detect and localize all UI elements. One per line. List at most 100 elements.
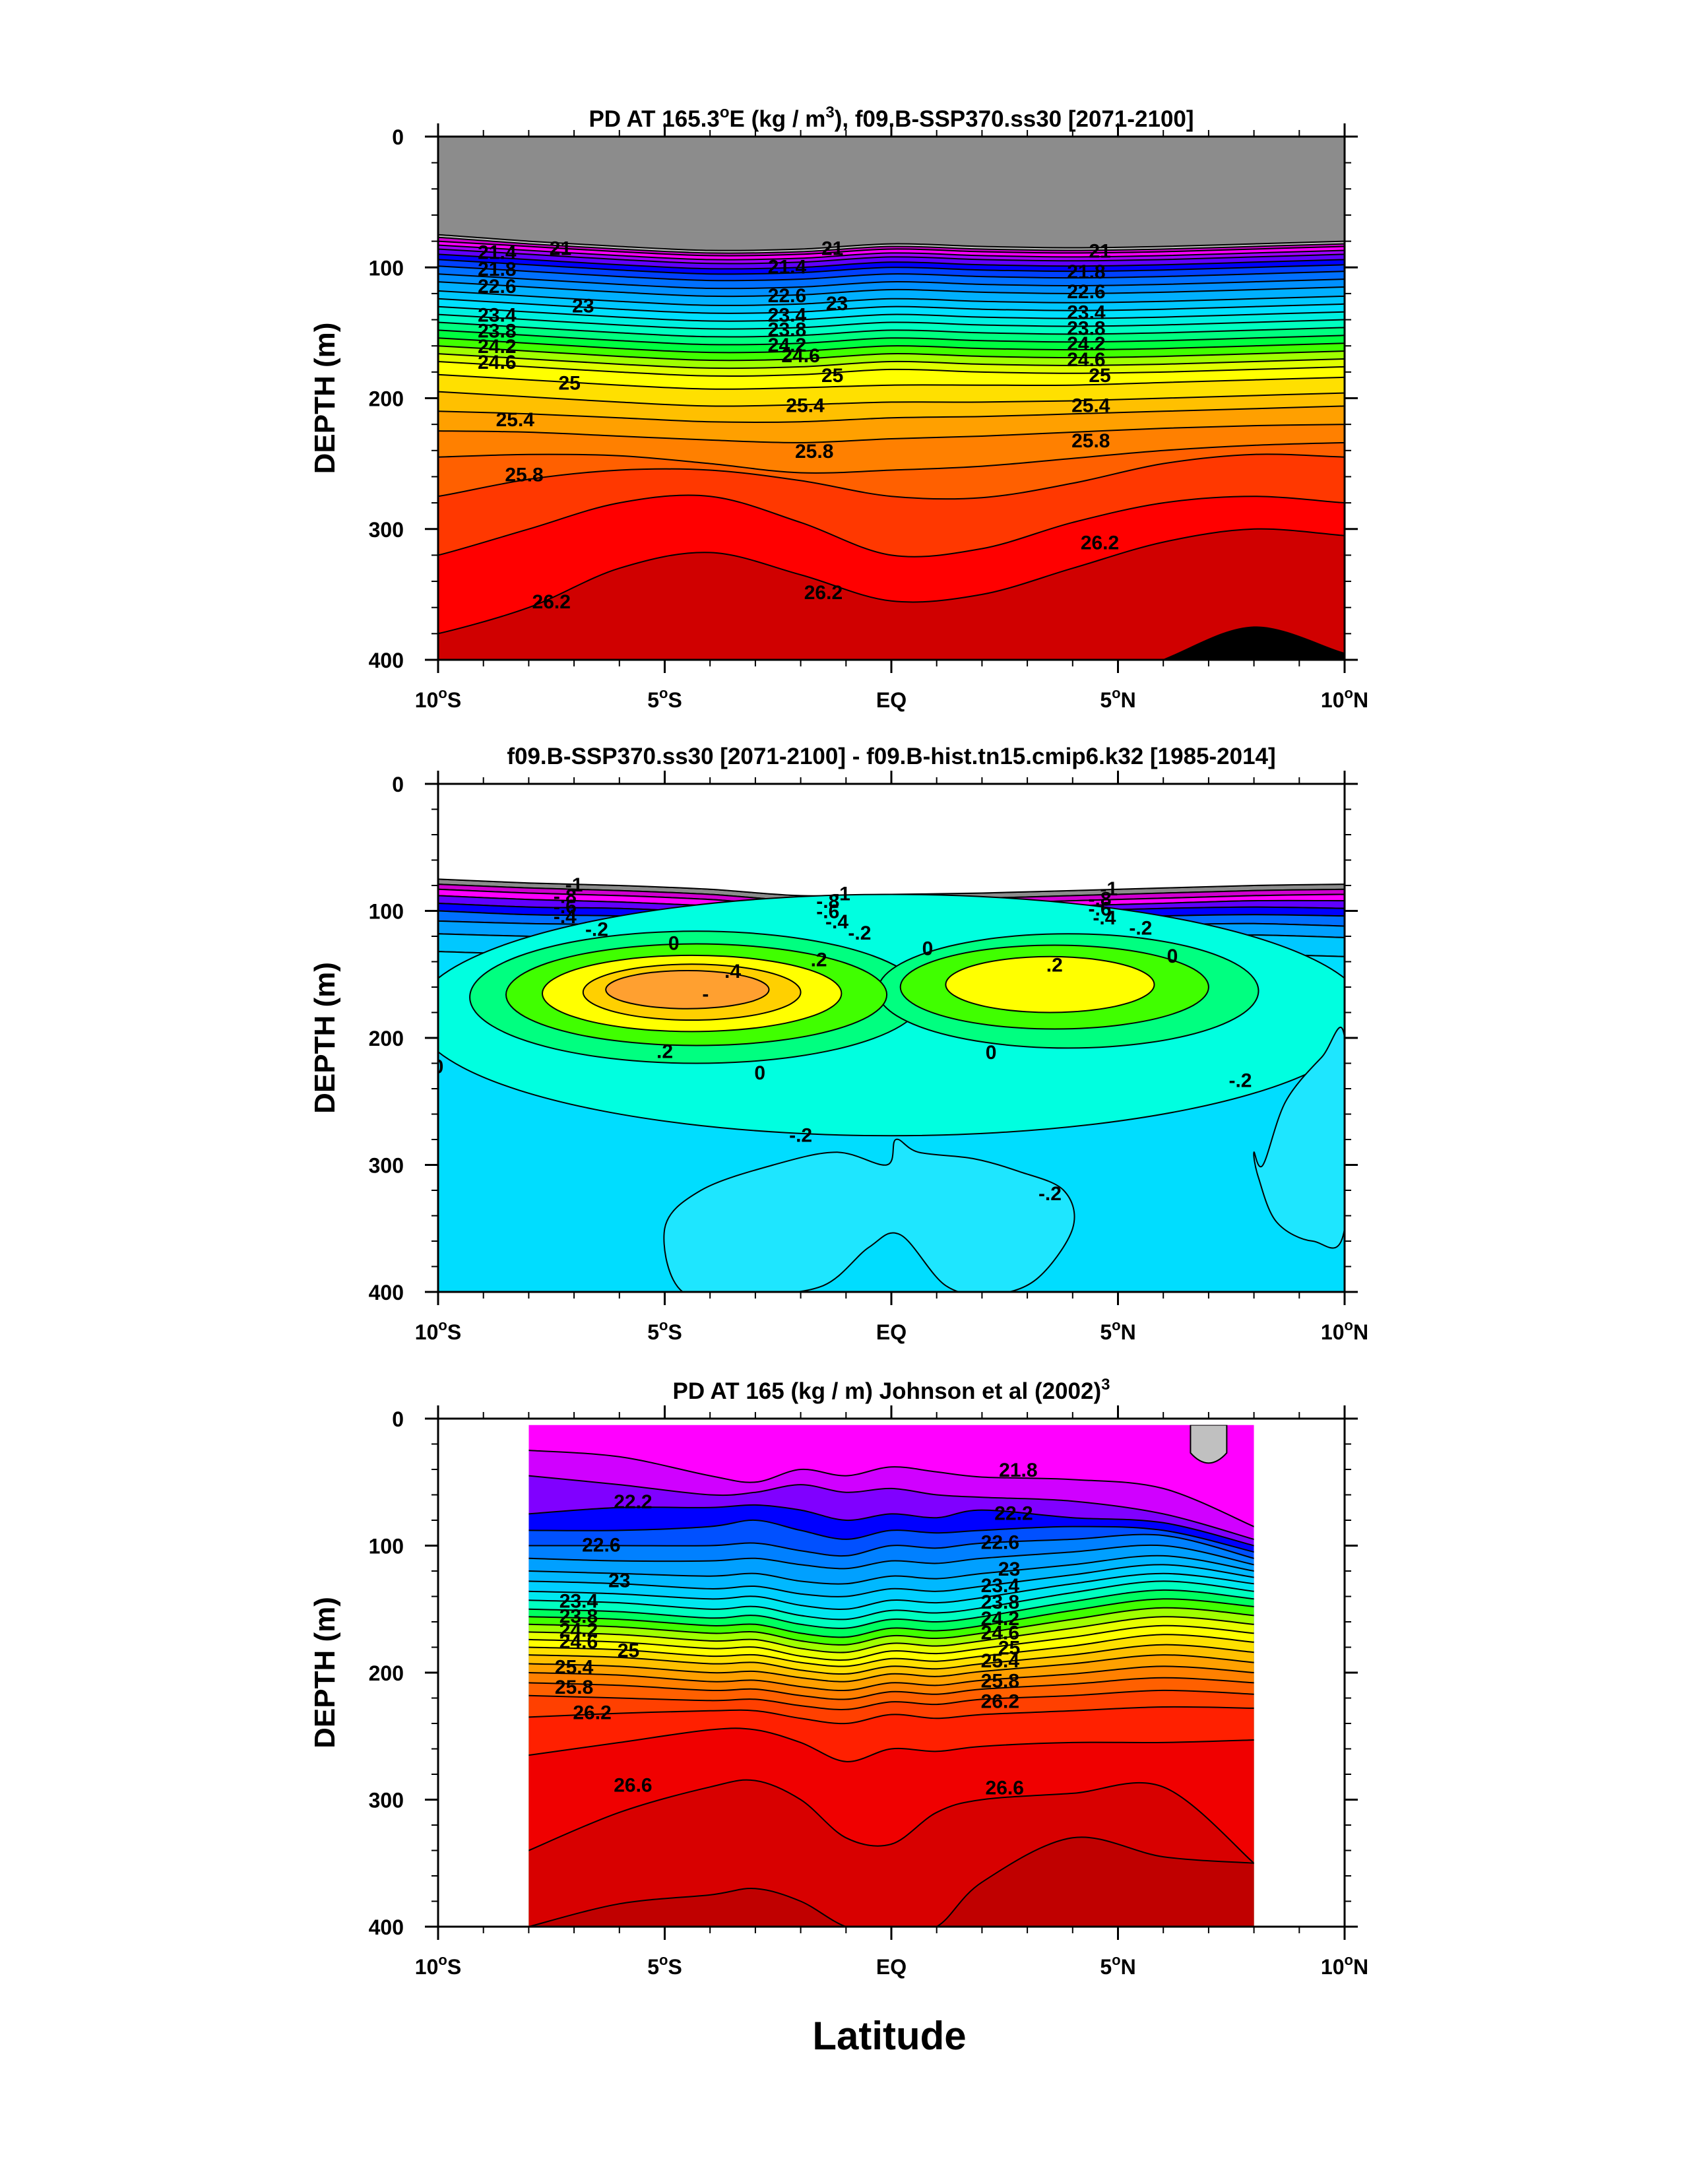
contour-label: -	[702, 984, 709, 1006]
contour-line	[438, 248, 1345, 265]
contour-label: 0	[433, 1056, 444, 1077]
contour-label: 23.8	[981, 1591, 1019, 1613]
contour-label: 23	[826, 293, 848, 315]
contour-label: 23.4	[478, 305, 517, 327]
contour-label: 25.4	[1071, 395, 1110, 416]
contour-line	[1161, 626, 1345, 660]
y-tick-label: 400	[369, 1281, 404, 1304]
contour-line	[528, 1689, 1254, 1710]
contour-line	[438, 329, 1345, 346]
contour-line	[528, 1634, 1254, 1667]
contour-label: 23.8	[768, 319, 806, 340]
contour-line	[438, 305, 1345, 322]
contour-line	[528, 1598, 1254, 1638]
contour-region	[663, 1138, 1075, 1292]
y-tick-label: 100	[369, 256, 404, 280]
contour-line	[528, 1616, 1254, 1654]
contour-label: 25.8	[1071, 430, 1110, 452]
contour-label: 24.6	[559, 1631, 598, 1653]
contour-label: 23.8	[478, 320, 516, 342]
contour-label: 21	[1089, 240, 1110, 262]
contour-line	[528, 1706, 1254, 1725]
contour-label: 24.6	[981, 1622, 1019, 1644]
x-tick-label: 5oS	[647, 1952, 682, 1979]
contour-label: 26.6	[986, 1777, 1024, 1799]
contour-label: -.8	[1089, 888, 1112, 910]
contour-label: 23.4	[981, 1575, 1020, 1597]
x-tick-label: 5oS	[647, 1317, 682, 1344]
contour-line	[438, 321, 1345, 338]
contour-label: -.4	[1093, 907, 1116, 929]
contour-label: 21.8	[1067, 261, 1105, 283]
contour-label: 22.2	[614, 1491, 652, 1513]
contour-label: 25.4	[555, 1656, 594, 1678]
contour-label: 24.2	[1067, 333, 1105, 355]
x-tick-label: 5oS	[647, 685, 682, 712]
contour-label: 21.4	[768, 256, 807, 278]
contour-label: .4	[724, 961, 741, 982]
y-tick-label: 400	[369, 1915, 404, 1939]
panel-title: f09.B-SSP370.ss30 [2071-2100] - f09.B-hi…	[507, 744, 1275, 769]
contour-line	[438, 313, 1345, 330]
contour-line	[438, 253, 1345, 270]
axis-ticks	[425, 1405, 1358, 1940]
contour-line	[438, 298, 1345, 314]
contour-label: 0	[754, 1062, 765, 1084]
contour-label: 24.6	[478, 352, 516, 373]
contour-line	[438, 353, 1345, 369]
contour-line	[438, 391, 1345, 407]
contour-line	[438, 424, 1345, 443]
contour-line	[528, 1607, 1254, 1646]
contour-label: 0	[922, 938, 934, 959]
contour-line	[438, 240, 1345, 257]
contour-line	[438, 528, 1345, 635]
y-axis-title: DEPTH (m)	[309, 323, 341, 474]
contour-label: 25.8	[505, 464, 543, 486]
contour-label: 23.4	[768, 305, 807, 327]
contour-label: -.4	[554, 906, 577, 928]
contour-label: -.2	[585, 918, 608, 940]
contour-line	[438, 373, 1345, 390]
contour-line	[528, 1519, 1254, 1553]
contour-line	[438, 236, 1345, 254]
contour-label: 23	[998, 1558, 1020, 1580]
contour-label: -1	[565, 874, 583, 896]
y-axis-title: DEPTH (m)	[309, 962, 341, 1114]
contour-line	[528, 1450, 1254, 1527]
contour-label: -.6	[816, 901, 839, 923]
contour-label: -.8	[816, 891, 839, 913]
contour-label: -.4	[825, 911, 848, 933]
contour-label: 23	[572, 296, 594, 317]
contour-line	[528, 1544, 1254, 1570]
contour-label: 26.2	[981, 1690, 1019, 1712]
contour-label: 22.6	[768, 285, 806, 307]
contour-label: 21.8	[478, 259, 516, 280]
contour-label: 26.2	[1081, 532, 1119, 554]
contour-label: -1	[833, 883, 850, 905]
contour-label: -.2	[848, 922, 871, 944]
contour-label: -.2	[1129, 918, 1152, 940]
contour-label: 23.8	[559, 1605, 598, 1627]
x-tick-label: 5oN	[1100, 685, 1135, 712]
contour-label: -.8	[554, 885, 577, 907]
x-tick-label: 10oN	[1321, 1317, 1368, 1344]
axis-ticks	[425, 771, 1358, 1305]
contour-label: 25.8	[795, 441, 833, 463]
contour-line	[438, 494, 1345, 558]
contour-label: 21	[550, 238, 571, 260]
y-tick-label: 200	[369, 1661, 404, 1685]
contour-line	[528, 1475, 1254, 1540]
contour-band	[528, 1837, 1254, 1927]
contour-line	[438, 265, 1345, 282]
x-tick-label: EQ	[876, 1955, 907, 1979]
contour-label: 0	[668, 933, 680, 955]
contour-label: 26.2	[532, 591, 571, 613]
contour-label: 23.4	[559, 1590, 598, 1612]
plot-area-1: 21.4 2121.822.62323.423.824.224.62525.425…	[438, 137, 1345, 660]
y-tick-label: 400	[369, 649, 404, 672]
contour-line	[528, 1533, 1254, 1559]
contour-line	[528, 1580, 1254, 1621]
contour-label: 22.6	[478, 276, 516, 298]
contour-label: 0	[1167, 946, 1178, 967]
